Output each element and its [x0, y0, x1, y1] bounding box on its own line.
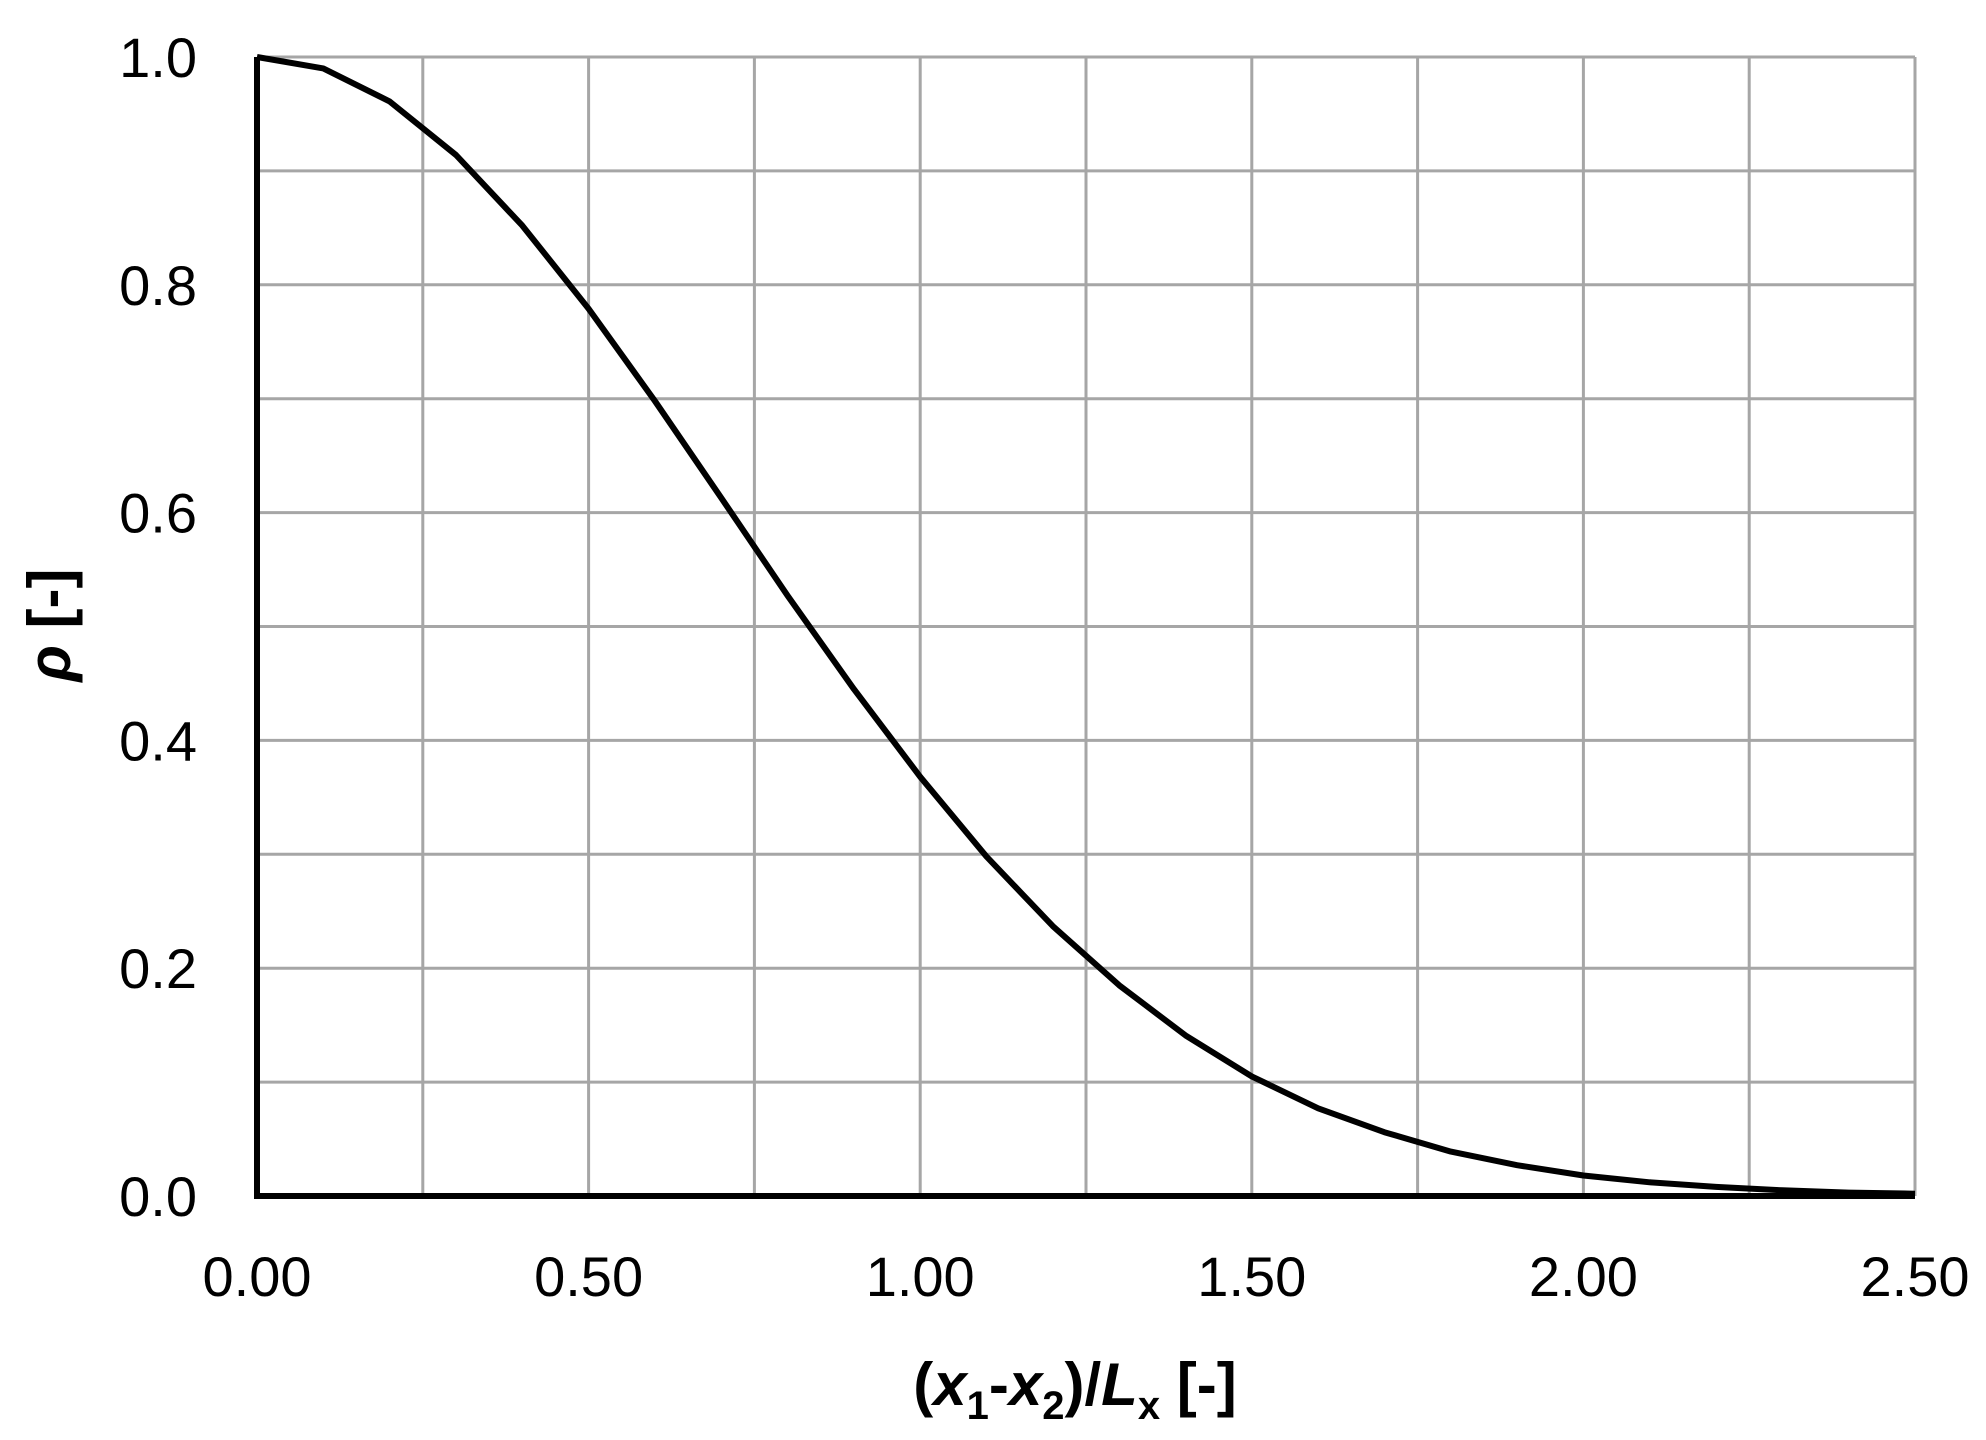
- x-tick-label: 0.50: [534, 1245, 643, 1308]
- y-axis-title: ρ [-]: [16, 569, 83, 684]
- x-tick-label: 2.50: [1861, 1245, 1970, 1308]
- tick-labels: 0.00 0.50 1.00 1.50 2.00 2.50 0.0 0.2 0.4 0.6 0.8 1…: [119, 26, 1969, 1308]
- x-tick-label: 1.00: [866, 1245, 975, 1308]
- y-tick-label: 0.2: [119, 937, 197, 1000]
- series-line: [256, 54, 1916, 1197]
- series-layer: [256, 54, 1916, 1197]
- x-axis-title: (x1-x2)/Lx [-]: [913, 1351, 1236, 1428]
- y-tick-label: 0.0: [119, 1165, 197, 1228]
- x-tick-label: 1.50: [1197, 1245, 1306, 1308]
- y-tick-label: 0.8: [119, 254, 197, 317]
- x-tick-label: 0.00: [203, 1245, 312, 1308]
- axes: [254, 57, 1915, 1199]
- y-tick-label: 1.0: [119, 26, 197, 89]
- grid-lines: [257, 55, 1917, 1196]
- x-tick-label: 2.00: [1529, 1245, 1638, 1308]
- y-tick-label: 0.6: [119, 482, 197, 545]
- y-tick-label: 0.4: [119, 709, 197, 772]
